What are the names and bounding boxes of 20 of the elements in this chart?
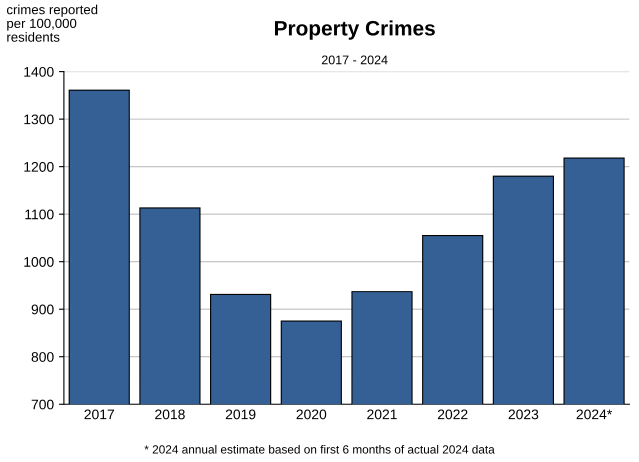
chart-subtitle: 2017 - 2024 [322,55,388,64]
x-tick-label: 2022 [438,409,468,420]
x-tick-label: 2018 [155,409,185,420]
x-tick-label: 2020 [296,409,326,420]
y-axis-title: crimes reported per 100,000 residents [6,4,98,42]
y-tick-label: 1000 [24,257,54,267]
y-tick-label: 1200 [24,162,54,172]
y-tick-label: 1400 [24,66,54,77]
x-tick-label: 2024* [576,409,612,420]
y-tick-label: 1300 [24,114,54,124]
y-tick-label: 800 [32,352,54,362]
y-tick-label: 700 [32,400,54,410]
text: * 2024 annual estimate based on first 6 months of actual 2024 data [144,444,495,454]
x-tick-label: 2017 [84,409,114,420]
x-tick-label: 2019 [226,409,256,420]
y-tick-label: 1100 [25,210,54,220]
y-tick-label: 900 [32,304,54,314]
x-tick-label: 2023 [508,409,538,420]
chart-title: Property Crimes [274,20,435,40]
x-tick-label: 2021 [367,409,397,420]
